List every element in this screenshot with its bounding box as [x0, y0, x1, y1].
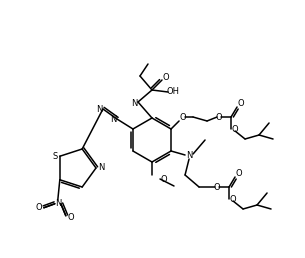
Text: O: O — [67, 213, 74, 222]
Text: O: O — [230, 195, 236, 204]
Text: O: O — [214, 182, 221, 191]
Text: O: O — [163, 72, 169, 82]
Text: O: O — [236, 170, 242, 179]
Text: S: S — [52, 152, 57, 161]
Text: O: O — [232, 125, 239, 133]
Text: O: O — [35, 203, 42, 212]
Text: N: N — [96, 104, 102, 114]
Text: N: N — [98, 164, 104, 173]
Text: O: O — [180, 114, 186, 123]
Text: O: O — [238, 100, 244, 109]
Text: O: O — [161, 175, 167, 184]
Text: N: N — [131, 99, 137, 108]
Text: N: N — [110, 115, 116, 124]
Text: N: N — [55, 199, 61, 208]
Text: O: O — [216, 112, 222, 122]
Text: OH: OH — [167, 87, 180, 96]
Text: N: N — [186, 150, 192, 159]
